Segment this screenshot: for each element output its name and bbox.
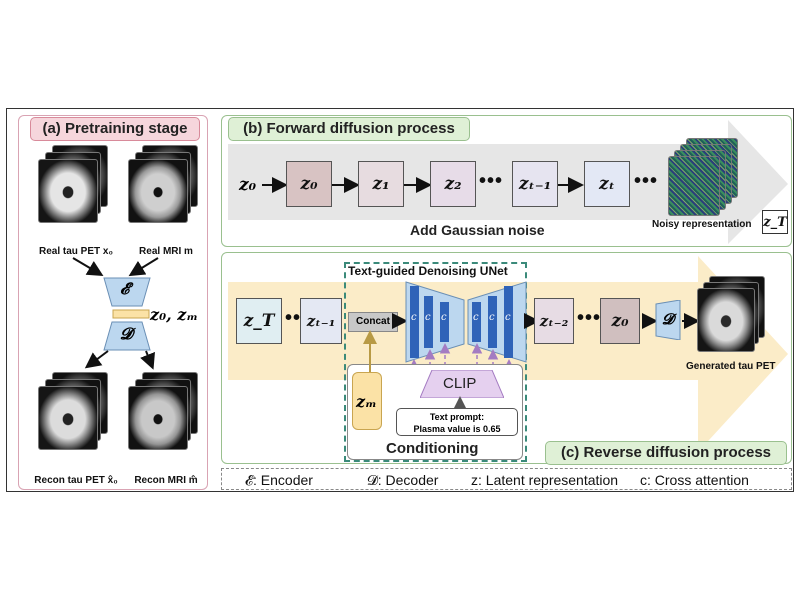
prompt-to-clip-arrow bbox=[453, 396, 467, 410]
unet-bar bbox=[472, 302, 481, 342]
panel-forward-diffusion bbox=[221, 115, 792, 247]
unet-bar bbox=[410, 286, 419, 358]
arrow-tau-to-encoder bbox=[72, 257, 104, 277]
zm-to-concat-arrow bbox=[363, 330, 377, 372]
reverse-decoder-trapezoid bbox=[655, 300, 681, 340]
forward-ellipsis-1: ••• bbox=[479, 170, 504, 192]
text-prompt-box: Text prompt: Plasma value is 0.65 bbox=[396, 408, 518, 436]
cross-attention-c-4: c bbox=[473, 312, 479, 323]
pretraining-diagram bbox=[72, 257, 159, 370]
reverse-zT-box: z_T bbox=[236, 298, 282, 344]
forward-title: (b) Forward diffusion process bbox=[228, 117, 470, 141]
forward-input-label: z₀ bbox=[239, 175, 257, 195]
brain-slice bbox=[128, 386, 188, 450]
recon-tau-pet-label: Recon tau PET x̂₀ bbox=[34, 475, 118, 486]
reverse-title: (c) Reverse diffusion process bbox=[545, 441, 787, 465]
latent-bar bbox=[112, 309, 150, 319]
brain-slice bbox=[697, 288, 755, 352]
arrow-decoder-to-mri bbox=[140, 350, 155, 370]
unet-bar bbox=[440, 302, 449, 342]
forward-step-z0: z₀ bbox=[286, 161, 332, 207]
forward-caption: Add Gaussian noise bbox=[410, 222, 545, 238]
forward-arrows bbox=[262, 177, 584, 193]
panel-reverse-diffusion bbox=[221, 252, 792, 464]
encoder-symbol: 𝓔 bbox=[120, 279, 130, 298]
unet-bar bbox=[424, 296, 433, 348]
noise-slice bbox=[668, 156, 720, 216]
brain-slice bbox=[38, 159, 98, 223]
cross-attention-c-5: c bbox=[489, 312, 495, 323]
panel-pretraining bbox=[18, 115, 208, 490]
cross-attention-c-3: c bbox=[441, 312, 447, 323]
encoder-trapezoid bbox=[103, 277, 151, 307]
latent-label: z₀, zₘ bbox=[150, 305, 198, 324]
reverse-zt-1-box: zₜ₋₁ bbox=[300, 298, 342, 344]
reverse-z0-box: z₀ bbox=[600, 298, 640, 344]
unet-encoder-trapezoid bbox=[405, 281, 465, 363]
unet-bar bbox=[504, 286, 513, 358]
forward-step-zt-1: zₜ₋₁ bbox=[512, 161, 558, 207]
decoder-trapezoid bbox=[103, 321, 151, 351]
forward-step-z2: z₂ bbox=[430, 161, 476, 207]
text-prompt-line2: Plasma value is 0.65 bbox=[413, 424, 501, 434]
real-tau-pet-label: Real tau PET x₀ bbox=[39, 246, 113, 257]
text-prompt-line1: Text prompt: bbox=[429, 412, 485, 422]
cross-attention-c-1: c bbox=[411, 312, 417, 323]
reverse-ellipsis-2: ••• bbox=[577, 307, 602, 329]
legend-cross-attention: c: Cross attention bbox=[640, 472, 749, 488]
unet-title: Text-guided Denoising UNet bbox=[348, 264, 508, 278]
clip-label: CLIP bbox=[443, 375, 477, 392]
forward-ellipsis-2: ••• bbox=[634, 170, 659, 192]
zm-label: zₘ bbox=[356, 392, 377, 411]
legend-encoder: 𝓔: Encoder bbox=[245, 472, 313, 488]
cross-attention-c-2: c bbox=[425, 312, 431, 323]
noisy-symbol-box: z_T bbox=[762, 210, 788, 234]
forward-band bbox=[228, 120, 788, 244]
brain-slice bbox=[38, 386, 98, 450]
cross-attention-c-6: c bbox=[505, 312, 511, 323]
legend-latent: z: Latent representation bbox=[471, 472, 619, 488]
reverse-decoder-symbol: 𝓓 bbox=[662, 310, 674, 328]
decoder-symbol: 𝓓 bbox=[120, 324, 133, 343]
arrow-mri-to-encoder bbox=[128, 257, 159, 277]
zm-box bbox=[352, 372, 382, 430]
recon-mri-label: Recon MRI m̂ bbox=[134, 475, 198, 486]
forward-step-zt: zₜ bbox=[584, 161, 630, 207]
legend-decoder: 𝓓: Decoder bbox=[367, 472, 439, 488]
noisy-representation-label: Noisy representation bbox=[652, 219, 752, 230]
generated-tau-pet-label: Generated tau PET bbox=[686, 361, 776, 372]
conditioning-label: Conditioning bbox=[386, 440, 479, 457]
legend bbox=[221, 468, 792, 490]
pretraining-title: (a) Pretraining stage bbox=[30, 117, 200, 141]
forward-step-z1: z₁ bbox=[358, 161, 404, 207]
arrow-decoder-to-tau bbox=[84, 350, 109, 369]
reverse-arrows bbox=[642, 300, 700, 340]
reverse-zt-2-box: zₜ₋₂ bbox=[534, 298, 574, 344]
brain-slice bbox=[128, 159, 188, 223]
clip-shape bbox=[420, 370, 504, 398]
real-mri-label: Real MRI m bbox=[139, 246, 193, 257]
unet-bar bbox=[488, 296, 497, 348]
